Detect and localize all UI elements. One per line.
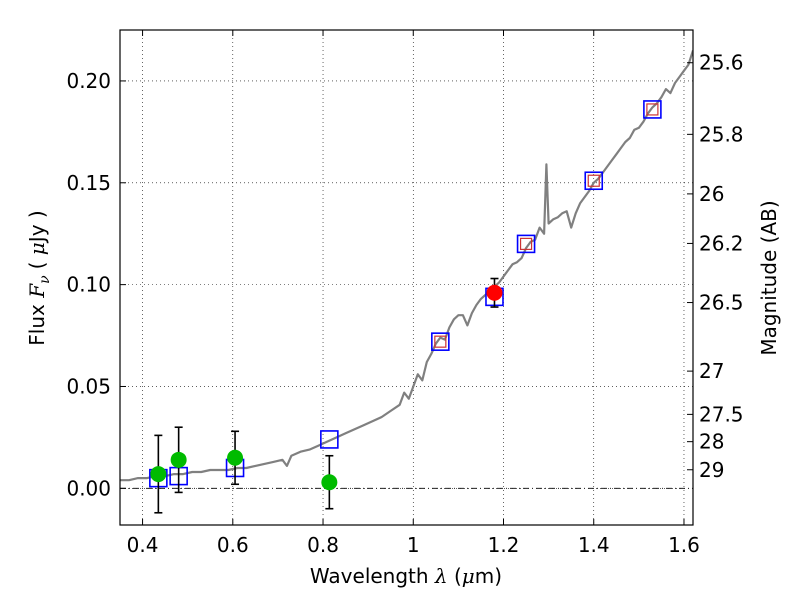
x-tick-label: 1.6 — [668, 533, 700, 557]
model-square-marker — [320, 430, 339, 449]
x-tick-label: 0.6 — [217, 533, 249, 557]
x-axis-title-unit-mu: μ — [462, 564, 475, 588]
y2-axis-title: Magnitude (AB) — [757, 200, 781, 355]
observed-flux-point — [170, 451, 187, 468]
mag-tick-label: 27 — [699, 359, 724, 383]
mag-tick-label: 27.5 — [699, 402, 744, 426]
x-tick-label: 0.8 — [307, 533, 339, 557]
observed-flux-point — [227, 449, 244, 466]
mag-tick-label: 26 — [699, 182, 724, 206]
mag-tick-label: 25.8 — [699, 122, 744, 146]
y-tick-label: 0.15 — [66, 171, 111, 195]
upper-limit-marker — [519, 237, 533, 250]
mag-tick-label: 28 — [699, 430, 724, 454]
x-tick-label: 1 — [407, 533, 420, 557]
mag-tick-label: 26.2 — [699, 231, 744, 255]
y-axis-title-prefix: Flux — [25, 298, 49, 346]
model-square-marker — [431, 332, 450, 351]
upper-limit-marker — [587, 174, 600, 187]
y-tick-label: 0.10 — [66, 273, 111, 297]
x-axis-title-unit-rest: m) — [475, 564, 502, 588]
mag-tick-label: 29 — [699, 458, 724, 482]
y-tick-label: 0.05 — [66, 374, 111, 398]
y-tick-label: 0.20 — [66, 69, 111, 93]
x-axis-title: Wavelength λ (μm) — [310, 564, 502, 588]
x-axis-title-symbol: λ — [434, 564, 448, 588]
y-axis-title-unit-mu: μ — [25, 242, 49, 255]
x-axis-title-unit-open: ( — [448, 564, 462, 588]
model-square-marker — [584, 171, 604, 191]
upper-limit-marker — [646, 103, 659, 116]
y-axis-title-unit-open: ( — [25, 255, 49, 269]
model-square-marker — [516, 234, 536, 254]
y-axis-title-unit-rest: Jy ) — [25, 210, 49, 244]
mag-tick-label: 25.6 — [699, 51, 744, 75]
x-tick-label: 0.4 — [127, 533, 159, 557]
upper-limit-marker — [434, 335, 447, 348]
spectrum-line — [120, 50, 693, 482]
model-square-marker — [643, 100, 662, 119]
observed-flux-point — [321, 474, 338, 491]
y-tick-label: 0.00 — [66, 476, 111, 500]
detected-flux-point — [486, 284, 503, 301]
y-axis-title-symbol: F — [25, 283, 49, 299]
x-axis-title-prefix: Wavelength — [310, 564, 435, 588]
plot-background — [120, 30, 693, 525]
x-tick-label: 1.2 — [488, 533, 520, 557]
plot-frame — [119, 29, 694, 526]
observed-flux-point — [150, 466, 167, 483]
y-axis-title-subscript: ν — [37, 275, 53, 284]
x-tick-label: 1.4 — [578, 533, 610, 557]
y-axis-title: Flux Fν ( μJy ) — [25, 210, 53, 345]
mag-tick-label: 26.5 — [699, 291, 744, 315]
